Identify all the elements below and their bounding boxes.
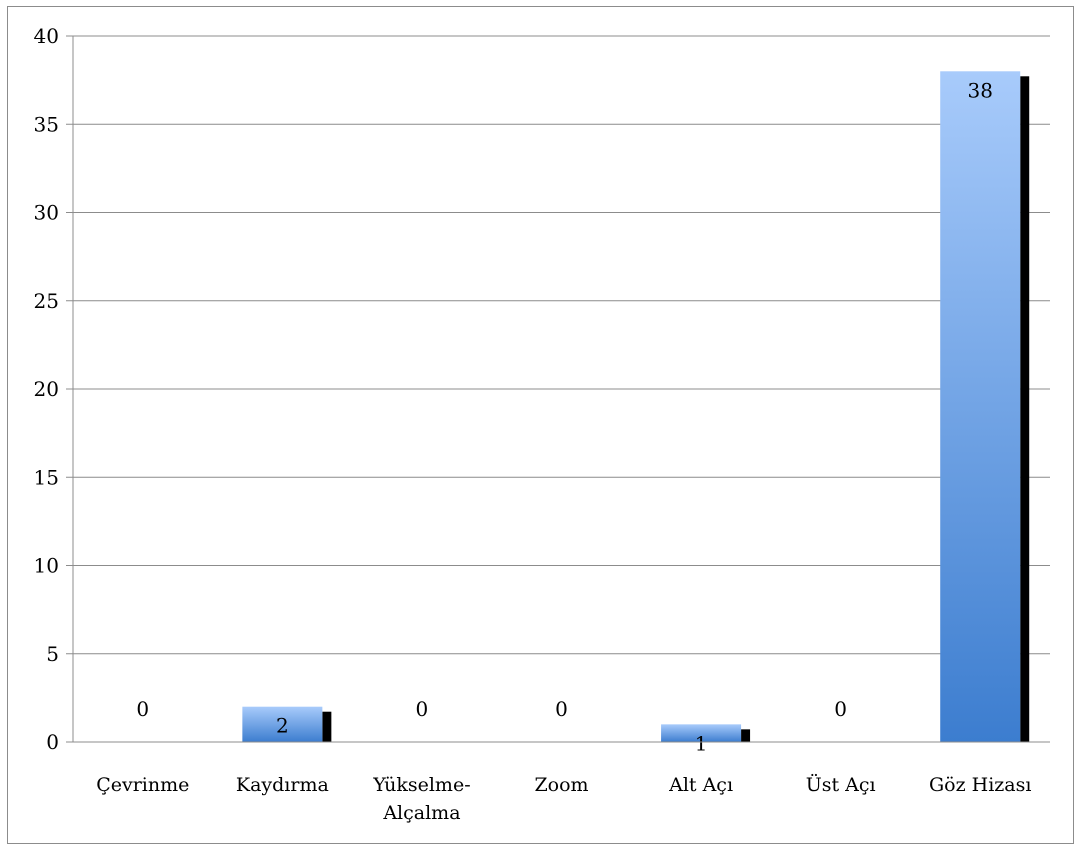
y-axis-ticks: 0 5 10 15 20 25 30 35 40 xyxy=(34,24,59,754)
bars xyxy=(242,71,1021,743)
y-tick-label: 20 xyxy=(34,377,59,401)
x-category-label: Göz Hizası xyxy=(929,774,1031,796)
y-tick-label: 10 xyxy=(34,554,59,578)
y-tick-label: 30 xyxy=(34,201,59,225)
bar-shadow xyxy=(322,711,332,742)
data-label: 0 xyxy=(555,697,568,721)
data-label: 0 xyxy=(834,697,847,721)
bar xyxy=(940,71,1021,743)
y-tick-label: 5 xyxy=(46,642,59,666)
x-category-label: Zoom xyxy=(534,774,588,796)
data-label: 0 xyxy=(136,697,149,721)
x-category-label: Alçalma xyxy=(382,802,460,824)
y-tick-label: 40 xyxy=(34,24,59,48)
bar-shadows xyxy=(322,76,1030,743)
y-tick-label: 15 xyxy=(34,465,59,489)
bar-shadow xyxy=(1020,76,1030,743)
gridlines xyxy=(66,35,1050,743)
data-label: 0 xyxy=(416,697,429,721)
x-axis-categories: Çevrinme Kaydırma Yükselme- Alçalma Zoom Alt … xyxy=(96,773,1031,824)
x-category-label: Alt Açı xyxy=(668,774,733,796)
x-category-label: Kaydırma xyxy=(236,774,329,796)
y-tick-label: 35 xyxy=(34,112,59,136)
y-tick-label: 25 xyxy=(34,289,59,313)
data-labels: 0 2 0 0 1 0 38 xyxy=(136,78,993,755)
x-category-label: Çevrinme xyxy=(96,774,189,796)
bar xyxy=(661,724,742,742)
bar-shadow xyxy=(741,729,751,742)
data-label: 38 xyxy=(967,78,992,102)
data-label: 1 xyxy=(695,731,708,755)
chart-frame xyxy=(7,6,1074,844)
data-label: 2 xyxy=(276,714,289,738)
y-tick-label: 0 xyxy=(46,730,59,754)
bar xyxy=(242,706,323,742)
x-category-label: Yükselme- xyxy=(372,774,470,796)
x-category-label: Üst Açı xyxy=(806,773,876,796)
